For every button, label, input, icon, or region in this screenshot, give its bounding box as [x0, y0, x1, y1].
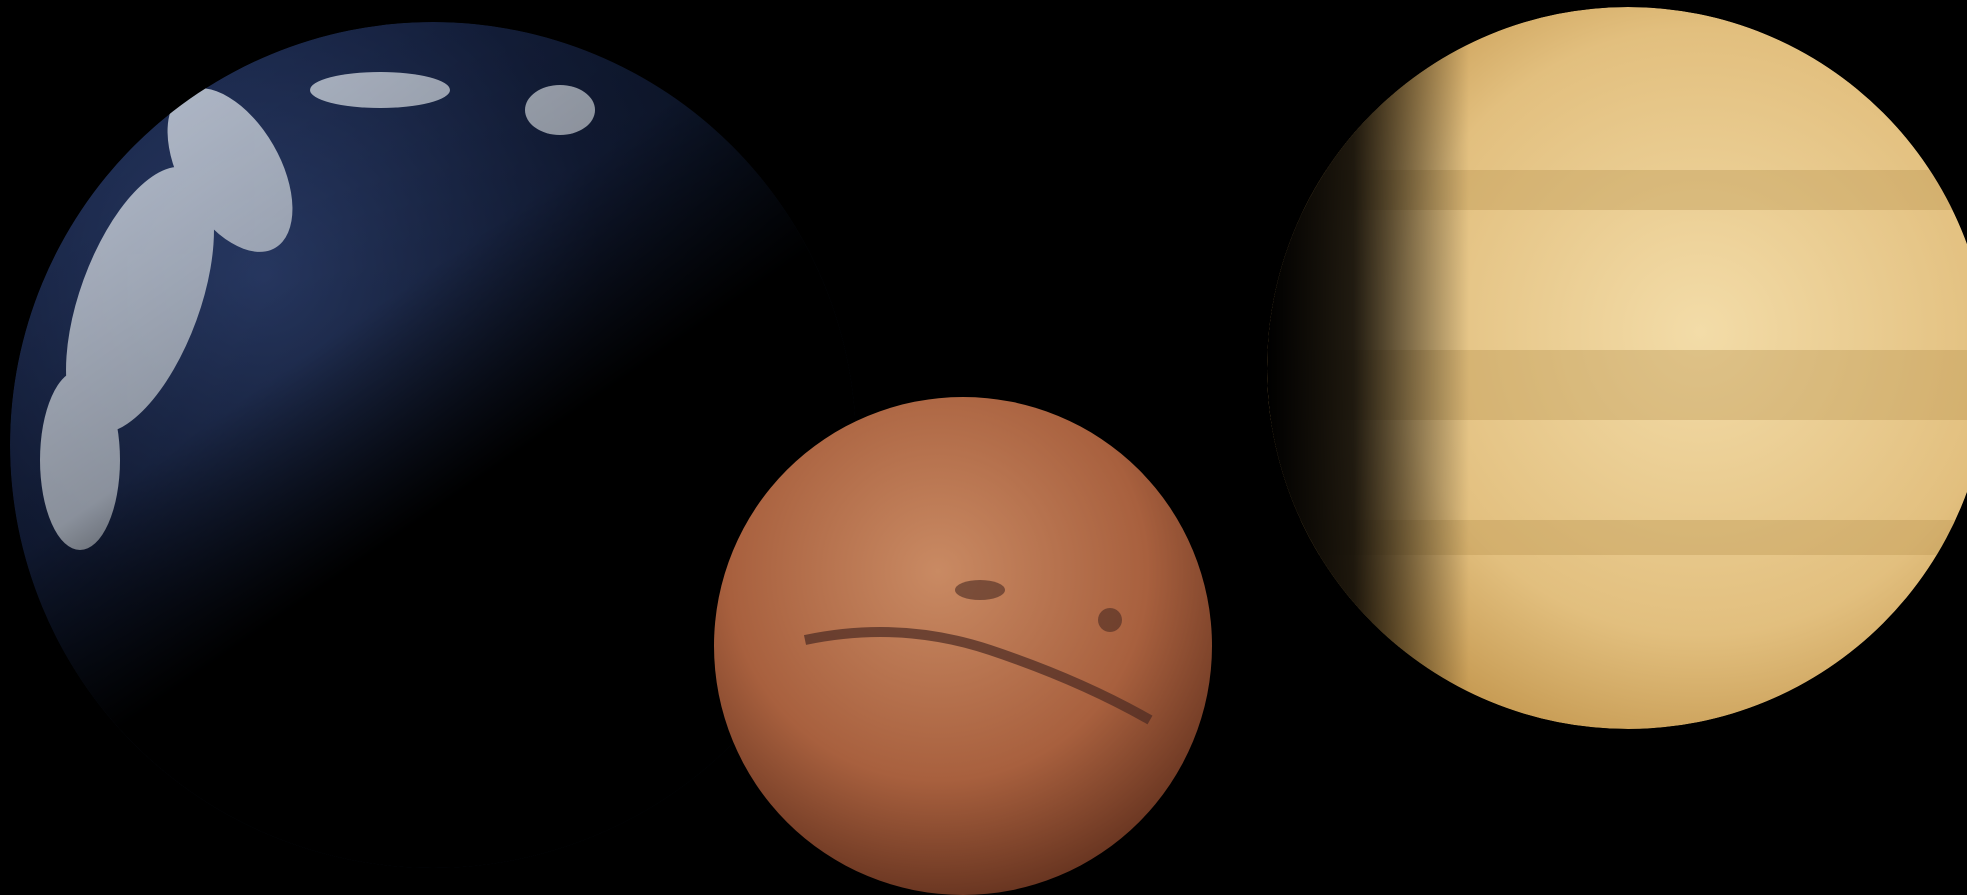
venus: [1267, 7, 1967, 729]
mars: [714, 397, 1212, 895]
earth: [10, 22, 856, 868]
